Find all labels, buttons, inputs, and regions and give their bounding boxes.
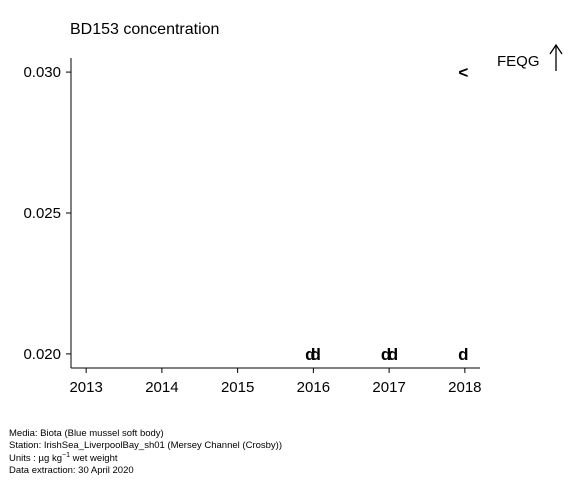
data-point: d	[381, 345, 391, 364]
data-point: d	[310, 345, 320, 364]
axes	[70, 58, 480, 369]
footer-units-exponent: −1	[62, 451, 70, 459]
data-point: d	[388, 345, 398, 364]
footer-media: Media: Biota (Blue mussel soft body)	[9, 428, 164, 439]
x-tick-label: 2018	[448, 379, 481, 396]
y-ticks: 0.020 0.025 0.030	[23, 64, 71, 363]
footer-station: Station: IrishSea_LiverpoolBay_sh01 (Mer…	[9, 440, 282, 452]
footer-units-suffix: wet weight	[69, 452, 118, 464]
data-points: dd dd d<	[305, 63, 468, 364]
feqg-label: FEQG	[497, 53, 540, 70]
data-point: <	[458, 63, 468, 82]
x-tick-label: 2015	[221, 379, 254, 396]
footer-units-prefix: Units : µg kg	[9, 452, 62, 464]
x-tick-label: 2014	[145, 379, 178, 396]
y-tick-label: 0.030	[23, 64, 61, 81]
arrow-up-icon	[549, 43, 563, 71]
data-point: d	[305, 345, 315, 364]
x-ticks: 2013 2014 2015 2016 2017 2018	[69, 368, 482, 396]
footer-units: Units : µg kg−1 wet weight	[9, 451, 282, 465]
x-tick-label: 2016	[297, 379, 330, 396]
data-point: d	[458, 345, 468, 364]
chart-title: BD153 concentration	[70, 21, 219, 38]
footer-extraction: Data extraction: 30 April 2020	[9, 464, 134, 476]
x-tick-label: 2013	[69, 379, 102, 396]
y-tick-label: 0.025	[23, 205, 61, 222]
x-tick-label: 2017	[372, 379, 405, 396]
footer-notes: Media: Biota (Blue mussel soft body) Sta…	[9, 428, 282, 477]
y-tick-label: 0.020	[23, 346, 61, 363]
feqg-reference: FEQG	[497, 43, 563, 71]
